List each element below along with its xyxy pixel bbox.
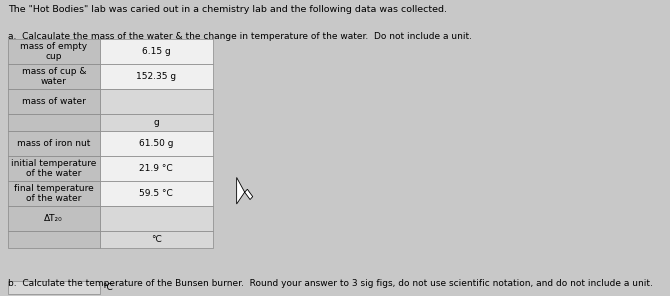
- Polygon shape: [237, 178, 253, 204]
- Text: 61.50 g: 61.50 g: [139, 139, 174, 148]
- Bar: [100, 231, 212, 248]
- Bar: [100, 156, 212, 181]
- Bar: [100, 181, 212, 206]
- Text: initial temperature
of the water: initial temperature of the water: [11, 159, 96, 178]
- Text: a.  Calcaulate the mass of the water & the change in temperature of the water.  : a. Calcaulate the mass of the water & th…: [7, 32, 472, 41]
- Bar: [100, 39, 212, 64]
- Bar: [7, 156, 100, 181]
- Text: 21.9 °C: 21.9 °C: [139, 164, 173, 173]
- Text: mass of iron nut: mass of iron nut: [17, 139, 90, 148]
- Bar: [7, 231, 100, 248]
- Bar: [100, 114, 212, 131]
- Text: mass of empty
cup: mass of empty cup: [20, 42, 87, 61]
- Bar: [7, 281, 100, 294]
- Text: g: g: [153, 118, 159, 127]
- Bar: [7, 89, 100, 114]
- Bar: [7, 131, 100, 156]
- Text: The "Hot Bodies" lab was caried out in a chemistry lab and the following data wa: The "Hot Bodies" lab was caried out in a…: [7, 5, 447, 14]
- Bar: [100, 89, 212, 114]
- Bar: [7, 114, 100, 131]
- Text: ΔT₂₀: ΔT₂₀: [44, 214, 63, 223]
- Text: b.  Calculate the temperature of the Bunsen burner.  Round your answer to 3 sig : b. Calculate the temperature of the Buns…: [7, 279, 653, 288]
- Bar: [7, 181, 100, 206]
- Text: 59.5 °C: 59.5 °C: [139, 189, 173, 198]
- Bar: [100, 131, 212, 156]
- Text: 152.35 g: 152.35 g: [136, 72, 176, 81]
- Text: final temperature
of the water: final temperature of the water: [14, 184, 94, 203]
- Text: mass of cup &
water: mass of cup & water: [21, 67, 86, 86]
- Bar: [7, 206, 100, 231]
- Text: °C: °C: [103, 283, 113, 292]
- Text: °C: °C: [151, 235, 161, 244]
- Bar: [100, 64, 212, 89]
- Bar: [7, 39, 100, 64]
- Bar: [7, 64, 100, 89]
- Text: mass of water: mass of water: [22, 97, 86, 106]
- Text: 6.15 g: 6.15 g: [142, 47, 171, 56]
- Bar: [100, 206, 212, 231]
